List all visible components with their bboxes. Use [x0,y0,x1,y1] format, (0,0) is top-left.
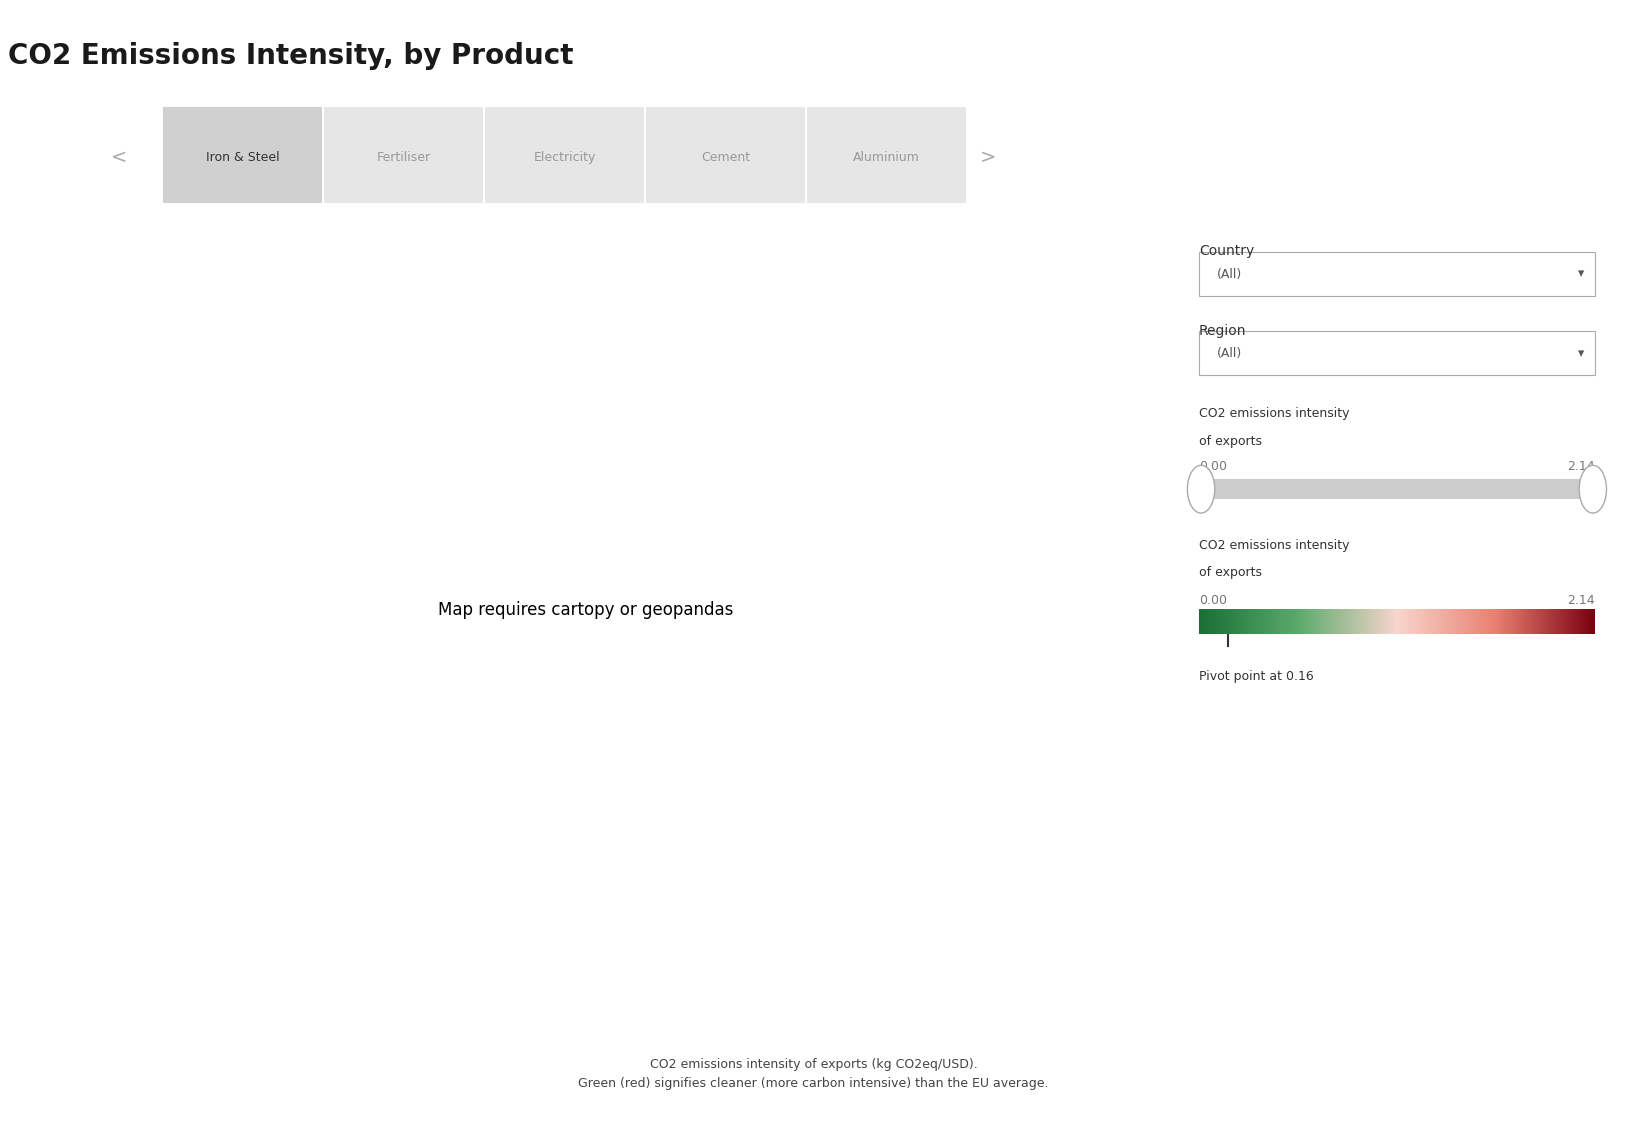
Text: Country: Country [1199,244,1254,258]
Text: (All): (All) [1217,347,1243,360]
Text: CO2 Emissions Intensity, by Product: CO2 Emissions Intensity, by Product [8,42,574,71]
Text: Cement: Cement [701,150,750,164]
Text: Fertiliser: Fertiliser [376,150,431,164]
Bar [1199,252,1594,296]
Text: Electricity: Electricity [534,150,595,164]
Text: Iron & Steel: Iron & Steel [205,150,280,164]
Bar [163,107,322,203]
Text: Pivot point at 0.16: Pivot point at 0.16 [1199,670,1313,683]
Bar [324,107,483,203]
Text: >: > [979,148,996,166]
Circle shape [1188,465,1215,513]
Text: ▾: ▾ [1578,268,1585,281]
Text: 0.00: 0.00 [1199,461,1227,473]
Text: <: < [111,148,127,166]
Bar [807,107,966,203]
Circle shape [1580,465,1606,513]
Bar [1199,479,1594,499]
Text: Region: Region [1199,323,1246,338]
Text: Map requires cartopy or geopandas: Map requires cartopy or geopandas [438,602,734,619]
Bar [646,107,805,203]
Text: CO2 emissions intensity: CO2 emissions intensity [1199,539,1349,551]
Text: 2.14: 2.14 [1567,461,1594,473]
Text: 2.14: 2.14 [1567,594,1594,607]
Text: CO2 emissions intensity of exports (kg CO2eq/USD).
Green (red) signifies cleaner: CO2 emissions intensity of exports (kg C… [578,1059,1049,1091]
Bar [485,107,644,203]
Text: of exports: of exports [1199,435,1263,448]
Text: (All): (All) [1217,268,1243,281]
Text: Aluminium: Aluminium [853,150,921,164]
Text: CO2 emissions intensity: CO2 emissions intensity [1199,407,1349,421]
Bar [1199,331,1594,375]
Text: ▾: ▾ [1578,347,1585,360]
Text: of exports: of exports [1199,566,1263,580]
Text: 0.00: 0.00 [1199,594,1227,607]
